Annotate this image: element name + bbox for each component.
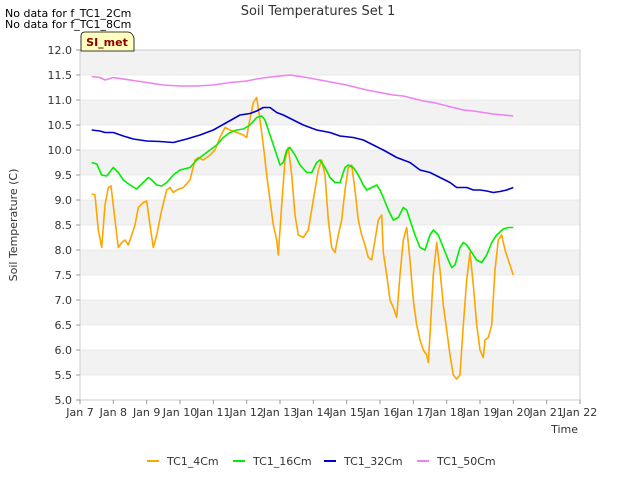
y-tick-label: 10.5	[48, 119, 73, 132]
y-tick-label: 8.0	[55, 244, 73, 257]
plot-band	[80, 300, 580, 325]
y-tick-label: 10.0	[48, 144, 73, 157]
plot-band	[80, 50, 580, 75]
legend: TC1_4Cm TC1_16Cm TC1_32Cm TC1_50Cm	[147, 455, 496, 468]
y-axis-ticks: 5.0 5.5 6.0 6.5 7.0 7.5 8.0 8.5 9.0 9.5 10.0 10.5 11…	[48, 44, 80, 407]
y-tick-label: 8.5	[55, 219, 73, 232]
plot-background-bands	[80, 50, 580, 375]
legend-label-tc1-16cm: TC1_16Cm	[252, 455, 312, 468]
y-tick-label: 5.5	[55, 369, 73, 382]
chart-title: Soil Temperatures Set 1	[241, 4, 396, 19]
legend-label-tc1-4cm: TC1_4Cm	[166, 455, 219, 468]
x-tick-label: Jan 16	[362, 406, 397, 419]
plot-band	[80, 150, 580, 175]
x-tick-label: Jan 18	[428, 406, 463, 419]
series-line-tc1-50cm	[91, 74, 514, 117]
x-axis-label: Time	[550, 423, 578, 436]
x-tick-label: Jan 14	[295, 406, 330, 419]
series-line-tc1-16cm	[91, 115, 514, 269]
y-tick-label: 12.0	[48, 44, 73, 57]
series-line-tc1-4cm	[91, 96, 515, 380]
x-tick-label: Jan 9	[132, 406, 160, 419]
y-tick-label: 9.0	[55, 194, 73, 207]
plot-band	[80, 350, 580, 375]
x-tick-label: Jan 12	[228, 406, 263, 419]
no-data-note-1: No data for f_TC1_2Cm	[5, 7, 131, 20]
x-tick-label: Jan 8	[99, 406, 127, 419]
x-tick-label: Jan 21	[528, 406, 563, 419]
no-data-note-2: No data for f_TC1_8Cm	[5, 18, 131, 31]
x-tick-label: Jan 20	[495, 406, 530, 419]
legend-label-tc1-50cm: TC1_50Cm	[436, 455, 496, 468]
series-line-tc1-32cm	[91, 106, 514, 194]
site-badge: SI_met	[80, 31, 135, 52]
grid-lines	[80, 49, 580, 401]
y-tick-label: 6.0	[55, 344, 73, 357]
legend-label-tc1-32cm: TC1_32Cm	[343, 455, 403, 468]
x-tick-label: Jan 22	[562, 406, 597, 419]
site-badge-label: SI_met	[86, 36, 128, 49]
x-tick-label: Jan 17	[395, 406, 430, 419]
y-tick-label: 7.0	[55, 294, 73, 307]
y-tick-label: 5.0	[55, 394, 73, 407]
x-tick-label: Jan 11	[195, 406, 230, 419]
series-lines	[91, 74, 515, 380]
plot-band	[80, 200, 580, 225]
plot-band	[80, 250, 580, 275]
y-axis-label: Soil Temperature (C)	[7, 169, 20, 282]
y-tick-label: 6.5	[55, 319, 73, 332]
x-tick-label: Jan 7	[65, 406, 93, 419]
y-tick-label: 7.5	[55, 269, 73, 282]
y-tick-label: 11.5	[48, 69, 73, 82]
plot-band	[80, 100, 580, 125]
x-tick-label: Jan 13	[262, 406, 297, 419]
x-tick-label: Jan 19	[462, 406, 497, 419]
x-tick-label: Jan 10	[162, 406, 197, 419]
x-tick-label: Jan 15	[328, 406, 363, 419]
y-tick-label: 9.5	[55, 169, 73, 182]
y-tick-label: 11.0	[48, 94, 73, 107]
